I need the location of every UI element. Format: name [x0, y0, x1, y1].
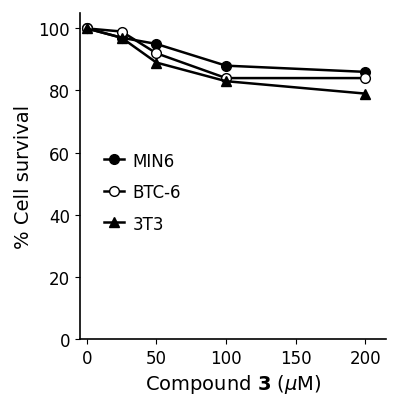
BTC-6: [84, 27, 89, 32]
MIN6: [224, 64, 228, 69]
MIN6: [154, 43, 159, 47]
MIN6: [119, 36, 124, 41]
X-axis label: Compound $\mathbf{3}$ ($\mu$M): Compound $\mathbf{3}$ ($\mu$M): [144, 372, 321, 395]
Line: MIN6: MIN6: [82, 25, 370, 78]
Line: 3T3: 3T3: [82, 25, 370, 99]
MIN6: [363, 70, 368, 75]
BTC-6: [224, 76, 228, 81]
Legend: MIN6, BTC-6, 3T3: MIN6, BTC-6, 3T3: [97, 146, 188, 240]
Y-axis label: % Cell survival: % Cell survival: [14, 105, 33, 248]
3T3: [119, 36, 124, 41]
BTC-6: [363, 76, 368, 81]
3T3: [84, 27, 89, 32]
BTC-6: [119, 30, 124, 35]
MIN6: [84, 27, 89, 32]
3T3: [154, 61, 159, 66]
3T3: [363, 92, 368, 97]
Line: BTC-6: BTC-6: [82, 25, 370, 84]
3T3: [224, 79, 228, 84]
BTC-6: [154, 52, 159, 56]
